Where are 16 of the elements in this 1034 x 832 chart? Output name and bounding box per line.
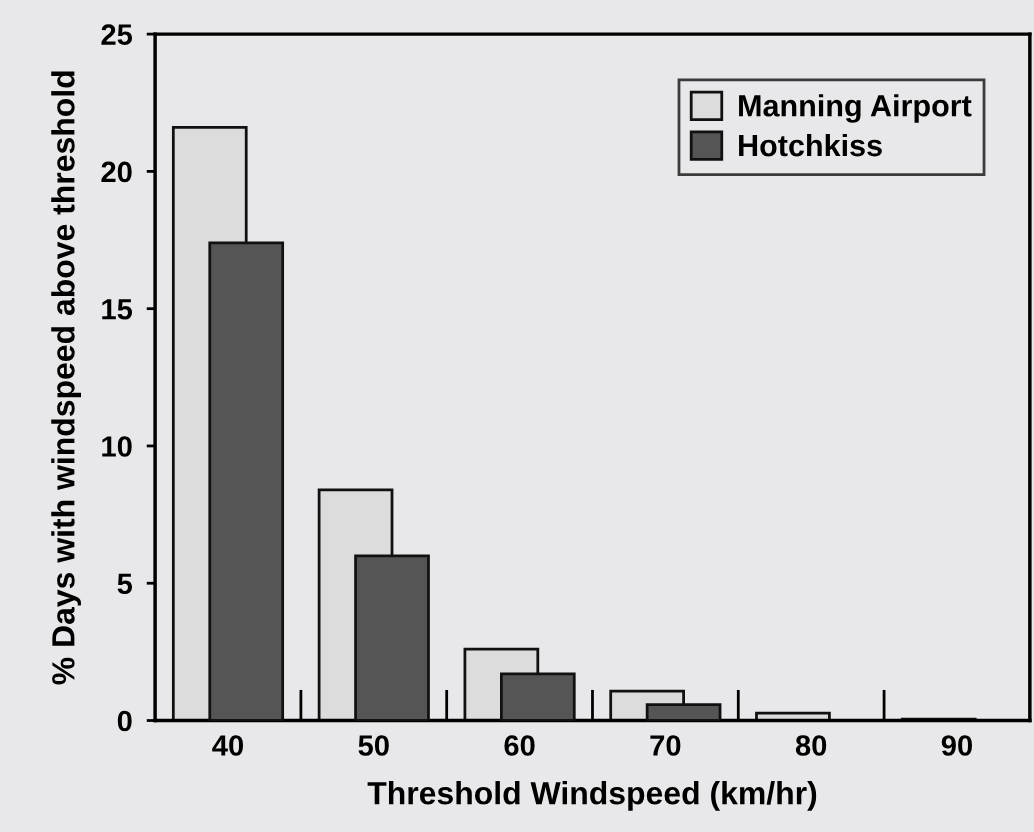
- y-tick-label: 15: [102, 299, 133, 320]
- x-tick-label: 60: [504, 735, 535, 756]
- legend-label: Manning Airport: [739, 94, 972, 123]
- y-tick-label: 10: [102, 436, 132, 457]
- x-tick-label: 80: [795, 735, 827, 756]
- y-tick-label: 20: [101, 161, 132, 183]
- x-axis-title: Threshold Windspeed (km/hr): [367, 781, 817, 811]
- x-tick-label: 40: [212, 735, 244, 756]
- x-tick-label: 50: [358, 735, 389, 756]
- y-tick-label: 25: [101, 24, 133, 45]
- x-tick-label: 70: [650, 735, 681, 756]
- y-tick-label: 0: [117, 710, 132, 732]
- legend-label: Hotchkiss: [739, 133, 882, 157]
- x-tick-label: 90: [941, 735, 972, 756]
- y-axis-title: % Days with windspeed above threshold: [51, 71, 81, 685]
- y-tick-label: 5: [117, 573, 133, 595]
